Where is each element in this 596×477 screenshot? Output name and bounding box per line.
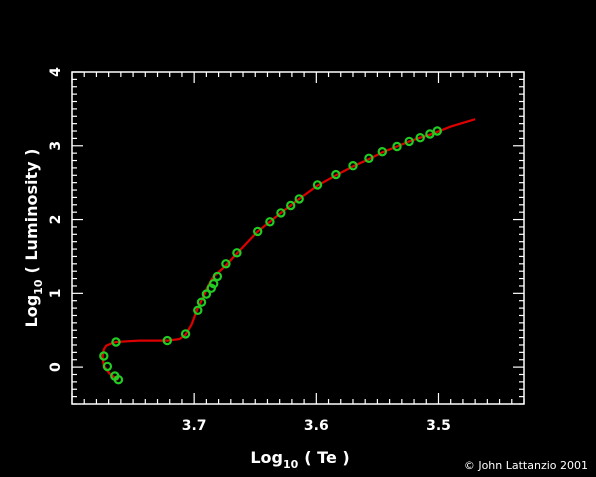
model-point — [331, 169, 341, 180]
plot-frame — [71, 71, 525, 405]
y-axis-label-sub: 10 — [32, 279, 45, 295]
model-point — [232, 248, 242, 258]
model-point — [286, 200, 296, 211]
model-point — [111, 337, 121, 347]
copyright-credit: © John Lattanzio 2001 — [463, 459, 588, 472]
model-point — [265, 217, 275, 227]
model-point — [432, 126, 442, 136]
x-axis-label-prefix: Log — [250, 448, 283, 467]
y-tick-label: 0 — [48, 362, 64, 372]
model-point — [276, 208, 286, 218]
model-point — [99, 351, 109, 361]
model-point — [377, 146, 387, 157]
model-point — [404, 136, 414, 147]
x-axis-label-sub: 10 — [283, 458, 299, 471]
x-axis-label: Log10 ( Te ) — [250, 448, 349, 471]
y-axis-label: Log10 ( Luminosity ) — [22, 149, 45, 328]
evolution-track-line — [101, 118, 476, 381]
y-axis-label-prefix: Log — [22, 295, 41, 328]
model-point — [212, 271, 223, 282]
model-point — [102, 361, 113, 372]
x-tick-label: 3.6 — [304, 418, 329, 434]
model-point — [348, 160, 358, 171]
x-tick-label: 3.7 — [182, 418, 207, 434]
x-tick-labels: 3.7 3.6 3.5 — [182, 418, 451, 434]
model-point — [294, 194, 304, 204]
model-point — [208, 279, 219, 289]
x-tick-label: 3.5 — [426, 418, 451, 434]
y-axis-label-suffix: ( Luminosity ) — [22, 149, 41, 274]
y-tick-labels: 0 1 2 3 4 — [48, 67, 64, 372]
y-tick-label: 4 — [48, 67, 64, 77]
model-point — [196, 297, 207, 307]
model-point — [312, 180, 323, 190]
model-point — [364, 153, 374, 163]
model-point — [193, 305, 203, 315]
model-point — [201, 289, 212, 299]
model-point — [162, 335, 172, 346]
model-point — [180, 329, 191, 339]
x-axis-label-suffix: ( Te ) — [304, 448, 349, 467]
model-point — [253, 226, 263, 237]
model-point — [110, 371, 120, 381]
y-tick-label: 1 — [48, 288, 64, 298]
model-point — [415, 132, 425, 143]
model-point — [392, 141, 402, 152]
y-tick-label: 2 — [48, 215, 64, 225]
y-tick-label: 3 — [48, 141, 64, 151]
model-markers — [99, 126, 442, 385]
axis-ticks — [71, 71, 525, 405]
model-point — [425, 129, 435, 139]
model-point — [221, 259, 231, 269]
